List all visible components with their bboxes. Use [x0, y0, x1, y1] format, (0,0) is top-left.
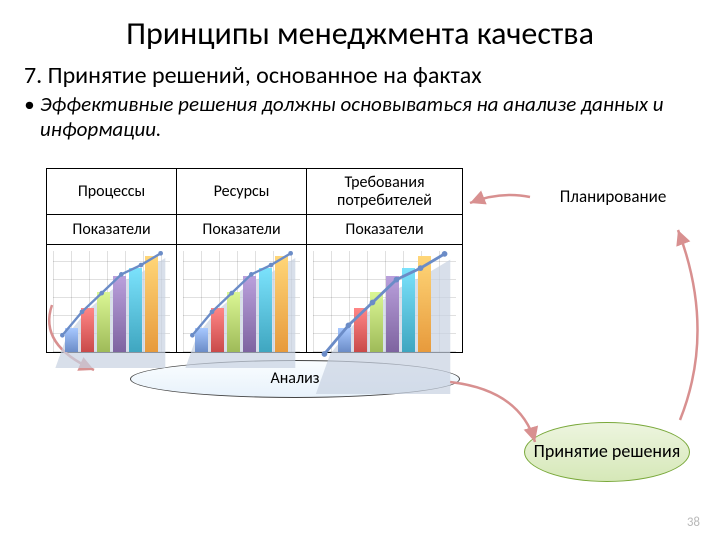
chart-bar [97, 292, 110, 352]
chart-bar [227, 292, 240, 352]
header-processes: Процессы [47, 169, 177, 215]
chart-bar [338, 328, 351, 352]
indicators-2: Показатели [177, 215, 307, 245]
header-resources: Ресурсы [177, 169, 307, 215]
arrow-decision-to-planning [670, 220, 720, 430]
chart-bar [195, 328, 208, 352]
chart-bar [211, 308, 224, 352]
bullet-text: Эффективные решения должны основываться … [0, 92, 720, 142]
chart-bar [243, 276, 256, 352]
arrow-planning-to-table [460, 185, 540, 215]
slide-title: Принципы менеджмента качества [0, 0, 720, 57]
oval-analysis: Анализ [130, 360, 460, 398]
chart-bar [129, 268, 142, 352]
chart-bar [259, 268, 272, 352]
chart-bar [81, 308, 94, 352]
chart-cell-2 [177, 245, 307, 353]
chart-cell-3 [307, 245, 463, 353]
chart-bar [418, 256, 431, 352]
header-requirements: Требования потребителей [307, 169, 463, 215]
slide-subtitle: 7. Принятие решений, основанное на факта… [0, 57, 720, 92]
main-table: Процессы Ресурсы Требования потребителей… [46, 168, 463, 353]
chart-bar [370, 292, 383, 352]
chart-bar [145, 256, 158, 352]
chart-bar [275, 256, 288, 352]
indicators-1: Показатели [47, 215, 177, 245]
oval-planning: Планирование [530, 170, 696, 224]
indicators-3: Показатели [307, 215, 463, 245]
arrow-analysis-to-decision [440, 370, 560, 460]
chart-bar [113, 276, 126, 352]
chart-bar [354, 308, 367, 352]
table-region: Процессы Ресурсы Требования потребителей… [46, 168, 463, 353]
chart-bar [65, 328, 78, 352]
page-number: 38 [687, 515, 700, 530]
chart-bar [402, 268, 415, 352]
chart-bar [386, 276, 399, 352]
